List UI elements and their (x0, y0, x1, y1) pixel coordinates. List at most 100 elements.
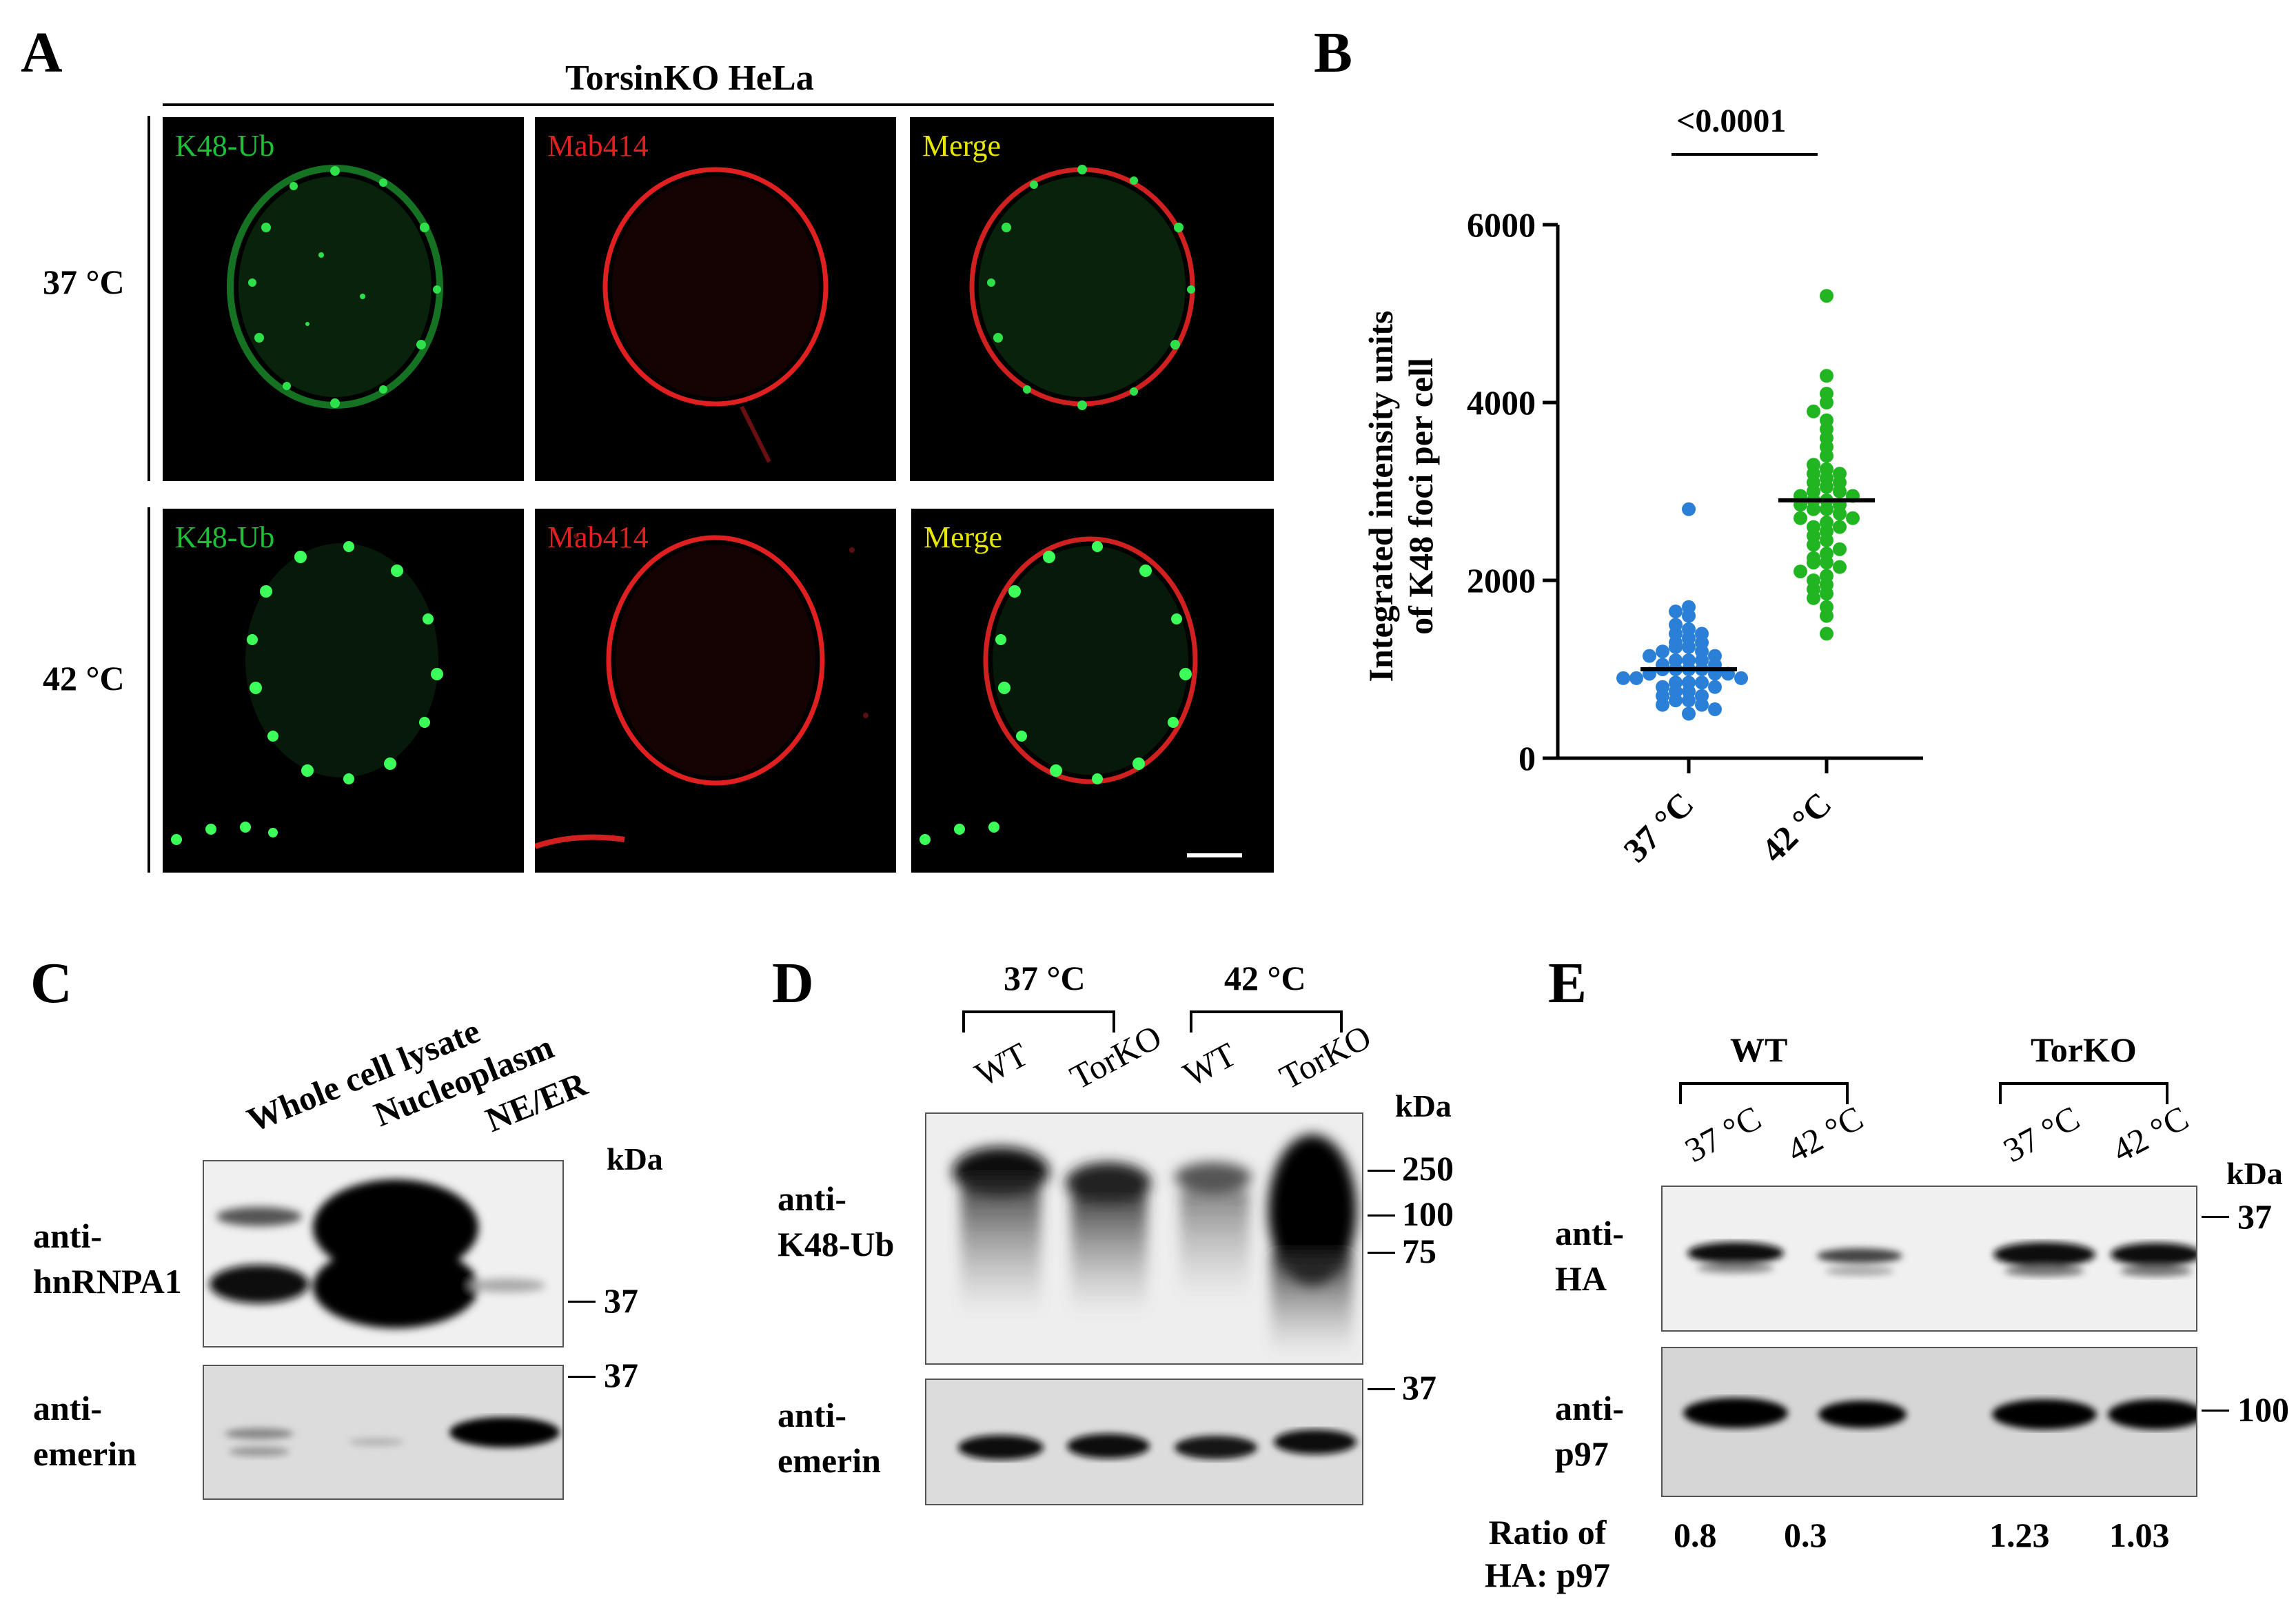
data-point (1682, 693, 1696, 708)
antibody-label-ha: anti- HA (1555, 1214, 1624, 1298)
data-point (1820, 480, 1833, 494)
marker-tick (1368, 1214, 1395, 1217)
panel-d-label: D (772, 951, 814, 1015)
data-point (1656, 644, 1669, 659)
data-point (1820, 587, 1833, 601)
micrograph-37-merge: Merge (910, 117, 1274, 481)
y-axis-label: Integrated intensity units (1361, 311, 1400, 682)
group-label-37: 37 °C (1004, 959, 1086, 997)
data-point (1669, 604, 1683, 619)
row-bracket-42 (148, 507, 150, 873)
marker-tick (2202, 1216, 2229, 1218)
x-tick-label: 42 °C (1754, 784, 1838, 869)
lane-label-torko-37: 37 °C (1997, 1098, 2086, 1170)
panel-a-title-rule (163, 103, 1274, 106)
panel-a-title: TorsinKO HeLa (565, 59, 814, 98)
row-label-42: 42 °C (43, 659, 125, 698)
channel-label: Merge (924, 520, 1003, 554)
channel-label: Merge (922, 129, 1002, 163)
data-point (1695, 675, 1709, 690)
marker-tick (1368, 1252, 1395, 1254)
marker-tick (1368, 1388, 1395, 1390)
lane-label-wt-2: WT (1177, 1035, 1243, 1095)
data-point (1833, 485, 1847, 498)
antibody-label-p97: anti- p97 (1555, 1389, 1624, 1473)
blot-e-p97 (1661, 1347, 2197, 1497)
channel-label: Mab414 (547, 520, 649, 554)
micrograph-37-k48: K48-Ub (163, 117, 524, 481)
marker-37-c2: 37 (604, 1356, 638, 1394)
marker-37-c1: 37 (604, 1281, 638, 1320)
data-point (1820, 289, 1833, 303)
ratio-torko-42: 1.03 (2109, 1516, 2170, 1554)
group-label-torko: TorKO (2031, 1030, 2137, 1069)
micrograph-37-mab414: Mab414 (535, 117, 896, 481)
data-point (1629, 671, 1643, 685)
group-bracket-wt (1679, 1082, 1849, 1104)
blot-d-k48 (925, 1112, 1363, 1365)
ratio-wt-42: 0.3 (1784, 1516, 1827, 1554)
data-point (1807, 404, 1820, 418)
panel-c-label: C (30, 951, 72, 1015)
y-tick-label: 4000 (1467, 383, 1536, 422)
group-bracket-torko (1999, 1082, 2168, 1104)
micrograph-42-merge: Merge (911, 509, 1274, 873)
data-point (1846, 511, 1860, 525)
y-tick-label: 0 (1518, 739, 1536, 777)
data-point (1833, 520, 1847, 534)
data-point (1682, 609, 1696, 623)
y-tick-label: 6000 (1467, 205, 1536, 244)
ratio-torko-37: 1.23 (1989, 1516, 2050, 1554)
blot-d-emerin (925, 1379, 1363, 1505)
row-label-37: 37 °C (43, 263, 125, 301)
row-bracket-37 (148, 116, 150, 481)
data-point (1682, 502, 1696, 516)
lane-label-wt-42: 42 °C (1780, 1098, 1869, 1170)
kda-label: kDa (1395, 1088, 1452, 1123)
blot-c-emerin (203, 1365, 564, 1500)
data-point (1807, 502, 1820, 516)
panel-b-label: B (1314, 21, 1353, 85)
data-point (1794, 565, 1807, 579)
y-axis-label: of K48 foci per cell (1401, 358, 1440, 635)
data-point (1820, 369, 1833, 383)
marker-tick (568, 1301, 596, 1303)
data-point (1669, 693, 1683, 708)
lane-label-wt-37: 37 °C (1678, 1098, 1767, 1170)
panel-a-label: A (21, 21, 63, 85)
marker-100: 100 (1402, 1194, 1454, 1233)
antibody-label-emerin-d: anti- emerin (778, 1396, 881, 1480)
data-point (1807, 538, 1820, 552)
data-point (1820, 533, 1833, 547)
data-point (1833, 507, 1847, 521)
data-point (1820, 556, 1833, 570)
ratio-wt-37: 0.8 (1674, 1516, 1717, 1554)
data-point (1820, 627, 1833, 641)
data-point (1820, 396, 1833, 409)
channel-label: K48-Ub (175, 129, 275, 163)
x-tick-label: 37 °C (1616, 784, 1700, 869)
significance-bar (1672, 153, 1818, 156)
group-bracket-37 (962, 1010, 1115, 1033)
marker-250: 250 (1402, 1149, 1454, 1188)
marker-tick (2202, 1410, 2229, 1412)
antibody-label-emerin-c: anti- emerin (33, 1389, 136, 1473)
group-label-42: 42 °C (1224, 959, 1306, 997)
group-label-wt: WT (1730, 1030, 1788, 1069)
kda-label: kDa (607, 1141, 663, 1177)
data-point (1708, 680, 1722, 694)
data-point (1669, 640, 1683, 654)
antibody-label-hnrnpa1: anti- hnRNPA1 (33, 1217, 182, 1301)
lane-label-wt-1: WT (968, 1035, 1035, 1095)
significance-label: <0.0001 (1676, 103, 1787, 139)
panel-e-label: E (1548, 951, 1587, 1015)
marker-37-d: 37 (1402, 1368, 1436, 1407)
channel-label: Mab414 (547, 129, 649, 163)
blot-c-hnrnpa1 (203, 1160, 564, 1348)
marker-tick (1368, 1170, 1395, 1172)
ratio-label: Ratio of HA: p97 (1485, 1513, 1610, 1594)
blot-e-ha (1661, 1186, 2197, 1332)
data-point (1820, 609, 1833, 623)
data-point (1807, 556, 1820, 570)
lane-label-torko-42: 42 °C (2106, 1098, 2195, 1170)
